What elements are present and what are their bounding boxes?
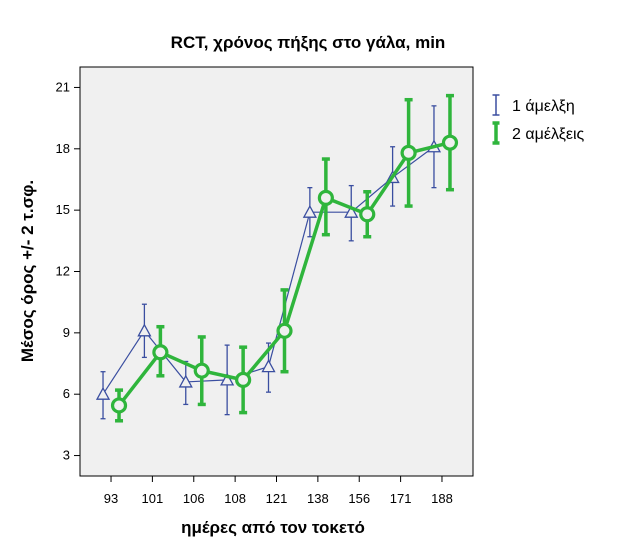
data-point xyxy=(137,323,152,337)
data-point xyxy=(178,374,193,388)
data-point xyxy=(276,322,293,339)
x-axis: 93 101 106 108 121 138 156 171 188 xyxy=(104,476,453,506)
chart-title: RCT, χρόνος πήξης στο γάλα, min xyxy=(171,33,446,52)
x-tick-label: 188 xyxy=(431,491,453,506)
legend-item-2: 2 αμέλξεις xyxy=(492,121,585,145)
data-point xyxy=(317,189,334,206)
legend-item-1: 1 άμελξη xyxy=(492,94,575,116)
data-point xyxy=(302,204,317,218)
data-point xyxy=(193,362,210,379)
x-tick-label: 156 xyxy=(348,491,370,506)
x-tick-label: 101 xyxy=(142,491,164,506)
legend: 1 άμελξη 2 αμέλξεις xyxy=(492,94,585,145)
y-tick-label: 21 xyxy=(56,79,70,94)
data-point xyxy=(261,359,276,373)
x-tick-label: 106 xyxy=(183,491,205,506)
y-tick-label: 15 xyxy=(56,202,70,217)
data-point xyxy=(344,204,359,218)
series-layer xyxy=(95,93,459,423)
x-tick-label: 138 xyxy=(307,491,329,506)
y-axis-label: Μέσος όρος +/- 2 τ.σφ. xyxy=(18,180,37,362)
y-axis: 3 6 9 12 15 18 21 xyxy=(56,79,80,463)
x-tick-label: 93 xyxy=(104,491,118,506)
data-point xyxy=(220,372,235,386)
data-point xyxy=(110,397,128,414)
y-tick-label: 6 xyxy=(63,386,70,401)
legend-label: 1 άμελξη xyxy=(512,98,575,115)
x-tick-label: 171 xyxy=(390,491,412,506)
data-point xyxy=(441,134,459,151)
data-point xyxy=(359,206,376,223)
x-tick-label: 108 xyxy=(224,491,246,506)
y-tick-label: 9 xyxy=(63,325,70,340)
y-tick-label: 18 xyxy=(56,141,70,156)
data-point xyxy=(235,371,252,388)
series-2 xyxy=(110,93,459,423)
data-point xyxy=(400,144,417,161)
y-tick-label: 12 xyxy=(56,264,70,279)
x-axis-label: ημέρες από τον τοκετό xyxy=(181,518,365,537)
data-point xyxy=(152,344,169,361)
x-tick-label: 121 xyxy=(266,491,288,506)
data-point xyxy=(95,386,111,400)
legend-label: 2 αμέλξεις xyxy=(512,126,585,143)
plot-area xyxy=(79,66,474,477)
y-tick-label: 3 xyxy=(63,448,70,463)
